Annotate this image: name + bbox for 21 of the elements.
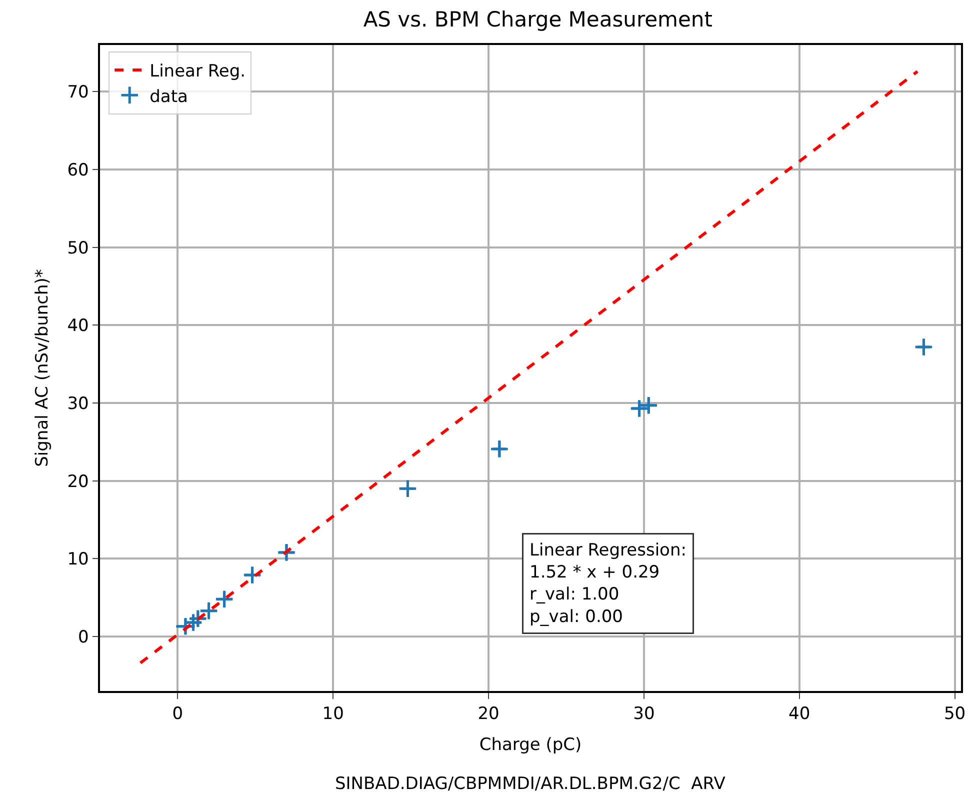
y-tick-label: 20 — [67, 472, 89, 492]
x-tick-label: 30 — [633, 704, 655, 724]
x-tick-label: 40 — [788, 704, 810, 724]
y-tick-label: 0 — [78, 627, 89, 648]
annotation: Linear Regression: 1.52 * x + 0.29 r_val: 1.00 p_val: 0.00 — [530, 540, 686, 627]
y-tick-label: 10 — [67, 550, 89, 570]
y-tick-label: 30 — [67, 394, 89, 414]
legend-label: data — [150, 86, 188, 107]
x-axis-title: Charge (pC) — [479, 735, 582, 756]
legend-label: Linear Reg. — [150, 62, 246, 82]
y-axis-title: Signal AC (nSv/bunch)* — [32, 269, 52, 467]
y-tick-label: 50 — [67, 238, 89, 258]
x-tick-label: 10 — [322, 704, 344, 724]
chart-title: AS vs. BPM Charge Measurement — [363, 8, 712, 32]
y-tick-label: 40 — [67, 316, 89, 336]
y-tick-label: 60 — [67, 160, 89, 180]
y-tick-label: 70 — [67, 82, 89, 103]
x-tick-label: 0 — [172, 704, 184, 724]
x-tick-label: 20 — [478, 704, 500, 724]
x-tick-label: 50 — [944, 704, 966, 724]
text: SINBAD.DIAG/CBPMMDI/AR.DL.BPM.G2/C ARV — [335, 774, 726, 794]
